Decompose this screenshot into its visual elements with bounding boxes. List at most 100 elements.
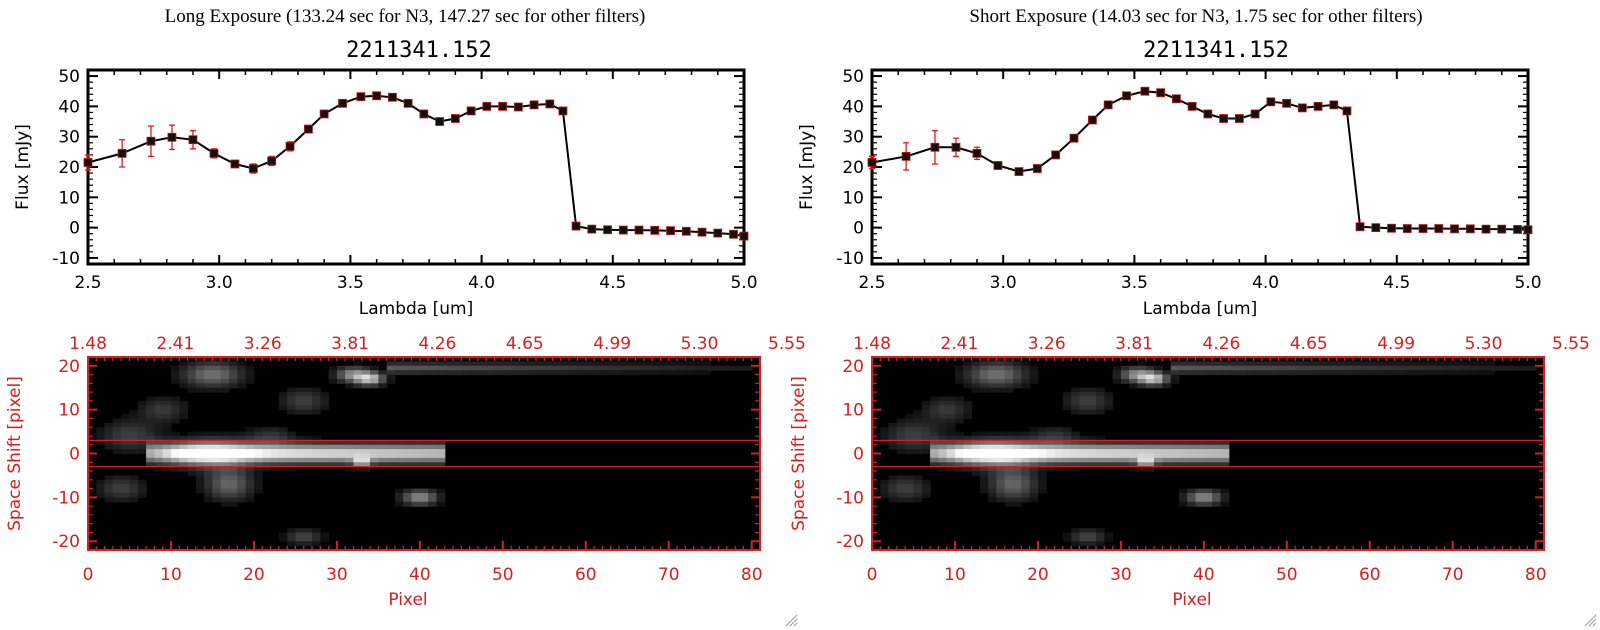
heatmap-cell bbox=[988, 431, 998, 437]
heatmap-cell bbox=[938, 422, 948, 428]
heatmap-cell bbox=[245, 475, 255, 481]
heatmap-cell bbox=[1021, 431, 1031, 437]
top-wavelength-label: 4.65 bbox=[1290, 334, 1328, 354]
heatmap-cell bbox=[946, 440, 956, 446]
heatmap-cell bbox=[220, 501, 230, 507]
heatmap-cell bbox=[1096, 536, 1105, 542]
heatmap-cell bbox=[1386, 361, 1396, 367]
heatmap-cell bbox=[112, 488, 122, 494]
heatmap-cell bbox=[1154, 383, 1163, 389]
y-tick-label: -20 bbox=[52, 532, 80, 552]
heatmap-cell bbox=[229, 435, 238, 441]
heatmap-cell bbox=[963, 457, 973, 463]
heatmap-cell bbox=[1154, 378, 1163, 384]
heatmap-cell bbox=[312, 409, 321, 415]
heatmap-cell bbox=[1096, 440, 1105, 446]
heatmap-cell bbox=[212, 378, 222, 384]
heatmap-cell bbox=[320, 453, 330, 459]
heatmap-cell bbox=[1195, 361, 1205, 367]
heatmap-cell bbox=[1013, 462, 1022, 468]
heatmap-cell bbox=[270, 453, 280, 459]
heatmap-cell bbox=[361, 466, 371, 472]
data-point bbox=[1187, 101, 1197, 111]
resize-grip-icon[interactable] bbox=[785, 614, 798, 627]
data-point bbox=[603, 225, 612, 235]
heatmap-cell bbox=[353, 378, 363, 384]
y-tick-label: 30 bbox=[842, 128, 864, 148]
y-axis-label: Space Shift [pixel] bbox=[789, 376, 809, 531]
heatmap-cell bbox=[121, 431, 131, 437]
top-wavelength-label: 3.81 bbox=[1115, 334, 1153, 354]
heatmap-cell bbox=[1037, 488, 1047, 494]
heatmap-cell bbox=[627, 361, 637, 367]
heatmap-cell bbox=[905, 488, 915, 494]
heatmap-cell bbox=[1303, 361, 1313, 367]
heatmap-cell bbox=[1062, 435, 1072, 441]
heatmap-cell bbox=[1162, 462, 1172, 468]
heatmap-cell bbox=[988, 383, 998, 389]
heatmap-cell bbox=[1245, 365, 1255, 371]
heatmap-cell bbox=[220, 383, 230, 389]
heatmap-cell bbox=[162, 462, 172, 468]
heatmap-cell bbox=[988, 449, 998, 455]
heatmap-cell bbox=[963, 405, 973, 411]
heatmap-cell bbox=[946, 409, 956, 415]
heatmap-cell bbox=[1461, 365, 1470, 371]
heatmap-cell bbox=[1137, 365, 1147, 371]
heatmap-cell bbox=[693, 370, 703, 376]
heatmap-cell bbox=[137, 422, 147, 428]
top-wavelength-label: 3.26 bbox=[244, 334, 282, 354]
heatmap-cell bbox=[295, 453, 305, 459]
heatmap-cell bbox=[1145, 457, 1155, 463]
heatmap-cell bbox=[170, 449, 180, 455]
heatmap-cell bbox=[104, 444, 114, 450]
heatmap-cell bbox=[411, 492, 421, 498]
heatmap-cell bbox=[112, 479, 122, 485]
heatmap-cell bbox=[971, 471, 981, 477]
heatmap-cell bbox=[312, 405, 321, 411]
heatmap-cell bbox=[913, 488, 923, 494]
heatmap-cell bbox=[287, 405, 297, 411]
heatmap-cell bbox=[888, 431, 898, 437]
heatmap-cell bbox=[1195, 462, 1205, 468]
heatmap-cell bbox=[287, 528, 297, 534]
heatmap-cell bbox=[1203, 440, 1213, 446]
heatmap-cell bbox=[129, 492, 139, 498]
y-tick-label: 20 bbox=[58, 158, 80, 178]
heatmap-cell bbox=[1120, 444, 1130, 450]
heatmap-cell bbox=[378, 453, 388, 459]
x-axis-label: Pixel bbox=[388, 590, 427, 610]
heatmap-cell bbox=[979, 453, 989, 459]
heatmap-cell bbox=[913, 418, 923, 424]
heatmap-cell bbox=[946, 449, 956, 455]
heatmap-cell bbox=[486, 361, 496, 367]
heatmap-cell bbox=[146, 409, 155, 415]
heatmap-cell bbox=[930, 431, 939, 437]
data-point bbox=[267, 156, 277, 166]
heatmap-cell bbox=[1154, 462, 1163, 468]
heatmap-cell bbox=[1021, 497, 1031, 503]
heatmap-cell bbox=[1187, 370, 1197, 376]
heatmap-cell bbox=[212, 462, 222, 468]
heatmap-cell bbox=[1237, 365, 1246, 371]
heatmap-cell bbox=[245, 374, 255, 380]
heatmap-cell bbox=[220, 449, 230, 455]
heatmap-cell bbox=[295, 528, 305, 534]
heatmap-cell bbox=[137, 431, 147, 437]
heatmap-cell bbox=[328, 462, 338, 468]
heatmap-cell bbox=[121, 497, 131, 503]
heatmap-cell bbox=[1286, 361, 1296, 367]
heatmap-cell bbox=[1220, 453, 1230, 459]
heatmap-cell bbox=[212, 383, 222, 389]
heatmap-cell bbox=[146, 400, 155, 406]
heatmap-cell bbox=[1220, 492, 1230, 498]
resize-grip-icon[interactable] bbox=[1584, 614, 1597, 627]
heatmap-cell bbox=[988, 444, 998, 450]
heatmap-cell bbox=[519, 365, 529, 371]
heatmap-cell bbox=[253, 475, 263, 481]
heatmap-cell bbox=[411, 370, 421, 376]
heatmap-cell bbox=[170, 365, 180, 371]
heatmap-cell bbox=[361, 462, 371, 468]
heatmap-cell bbox=[996, 479, 1006, 485]
heatmap-cell bbox=[1402, 365, 1412, 371]
